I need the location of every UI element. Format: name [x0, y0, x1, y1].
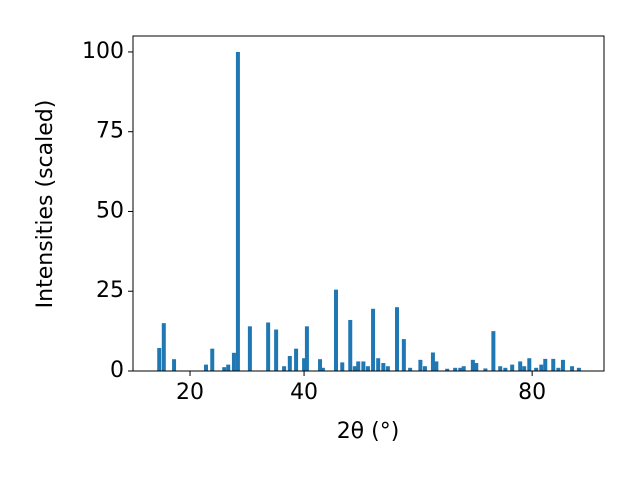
y-tick-label: 100 [82, 39, 124, 64]
bar [282, 366, 287, 371]
bar [365, 366, 370, 371]
bar [235, 51, 240, 371]
bar [361, 361, 366, 371]
bar [266, 322, 271, 371]
bar [498, 366, 503, 371]
bar [304, 326, 309, 371]
bar [371, 308, 376, 371]
bar [422, 366, 427, 371]
bar [461, 366, 466, 371]
x-tick-label: 80 [518, 380, 546, 405]
bar [491, 331, 496, 371]
bar [408, 367, 413, 371]
bar [570, 366, 575, 371]
bar [551, 358, 556, 371]
bar [226, 364, 231, 371]
bar [539, 364, 544, 371]
bar [161, 323, 166, 371]
bar [483, 368, 488, 371]
bar [385, 366, 390, 371]
bar [222, 367, 227, 371]
bar [318, 359, 323, 371]
y-tick-label: 25 [96, 278, 124, 303]
y-tick-label: 75 [96, 119, 124, 144]
bar [543, 358, 548, 371]
bar [434, 361, 439, 371]
bar [453, 367, 458, 371]
x-axis-label: 2θ (°) [337, 419, 400, 444]
bar [576, 367, 581, 371]
y-tick-label: 0 [110, 358, 124, 383]
bar [157, 348, 162, 371]
bar [203, 364, 208, 371]
bar [418, 359, 423, 371]
bar [356, 361, 361, 371]
bar [294, 348, 299, 371]
x-tick-label: 20 [176, 380, 204, 405]
bar [395, 307, 400, 371]
bar [560, 359, 565, 371]
bar [247, 326, 252, 371]
bar [527, 358, 532, 371]
bar [333, 289, 338, 371]
bar [274, 329, 279, 371]
bar [470, 359, 475, 371]
bar [348, 319, 353, 371]
bar [401, 339, 406, 371]
bar [556, 367, 561, 371]
bar [381, 363, 386, 371]
y-tick-label: 50 [96, 198, 124, 223]
bar [352, 366, 357, 371]
x-tick-label: 40 [290, 380, 318, 405]
bar [458, 367, 463, 371]
bar [340, 362, 345, 371]
plot-frame [132, 35, 605, 372]
bar [474, 363, 479, 371]
bar [503, 367, 508, 371]
bar [510, 364, 515, 371]
bar [231, 352, 236, 371]
bar [210, 348, 215, 371]
bar [534, 367, 539, 371]
bar [445, 368, 450, 371]
bar [302, 358, 307, 371]
bar [287, 356, 292, 371]
bar [376, 358, 381, 371]
bar [172, 359, 177, 371]
bar [522, 366, 527, 371]
bar [430, 352, 435, 371]
y-axis-label: Intensities (scaled) [33, 100, 58, 309]
bar [518, 361, 523, 371]
bar [320, 367, 325, 371]
